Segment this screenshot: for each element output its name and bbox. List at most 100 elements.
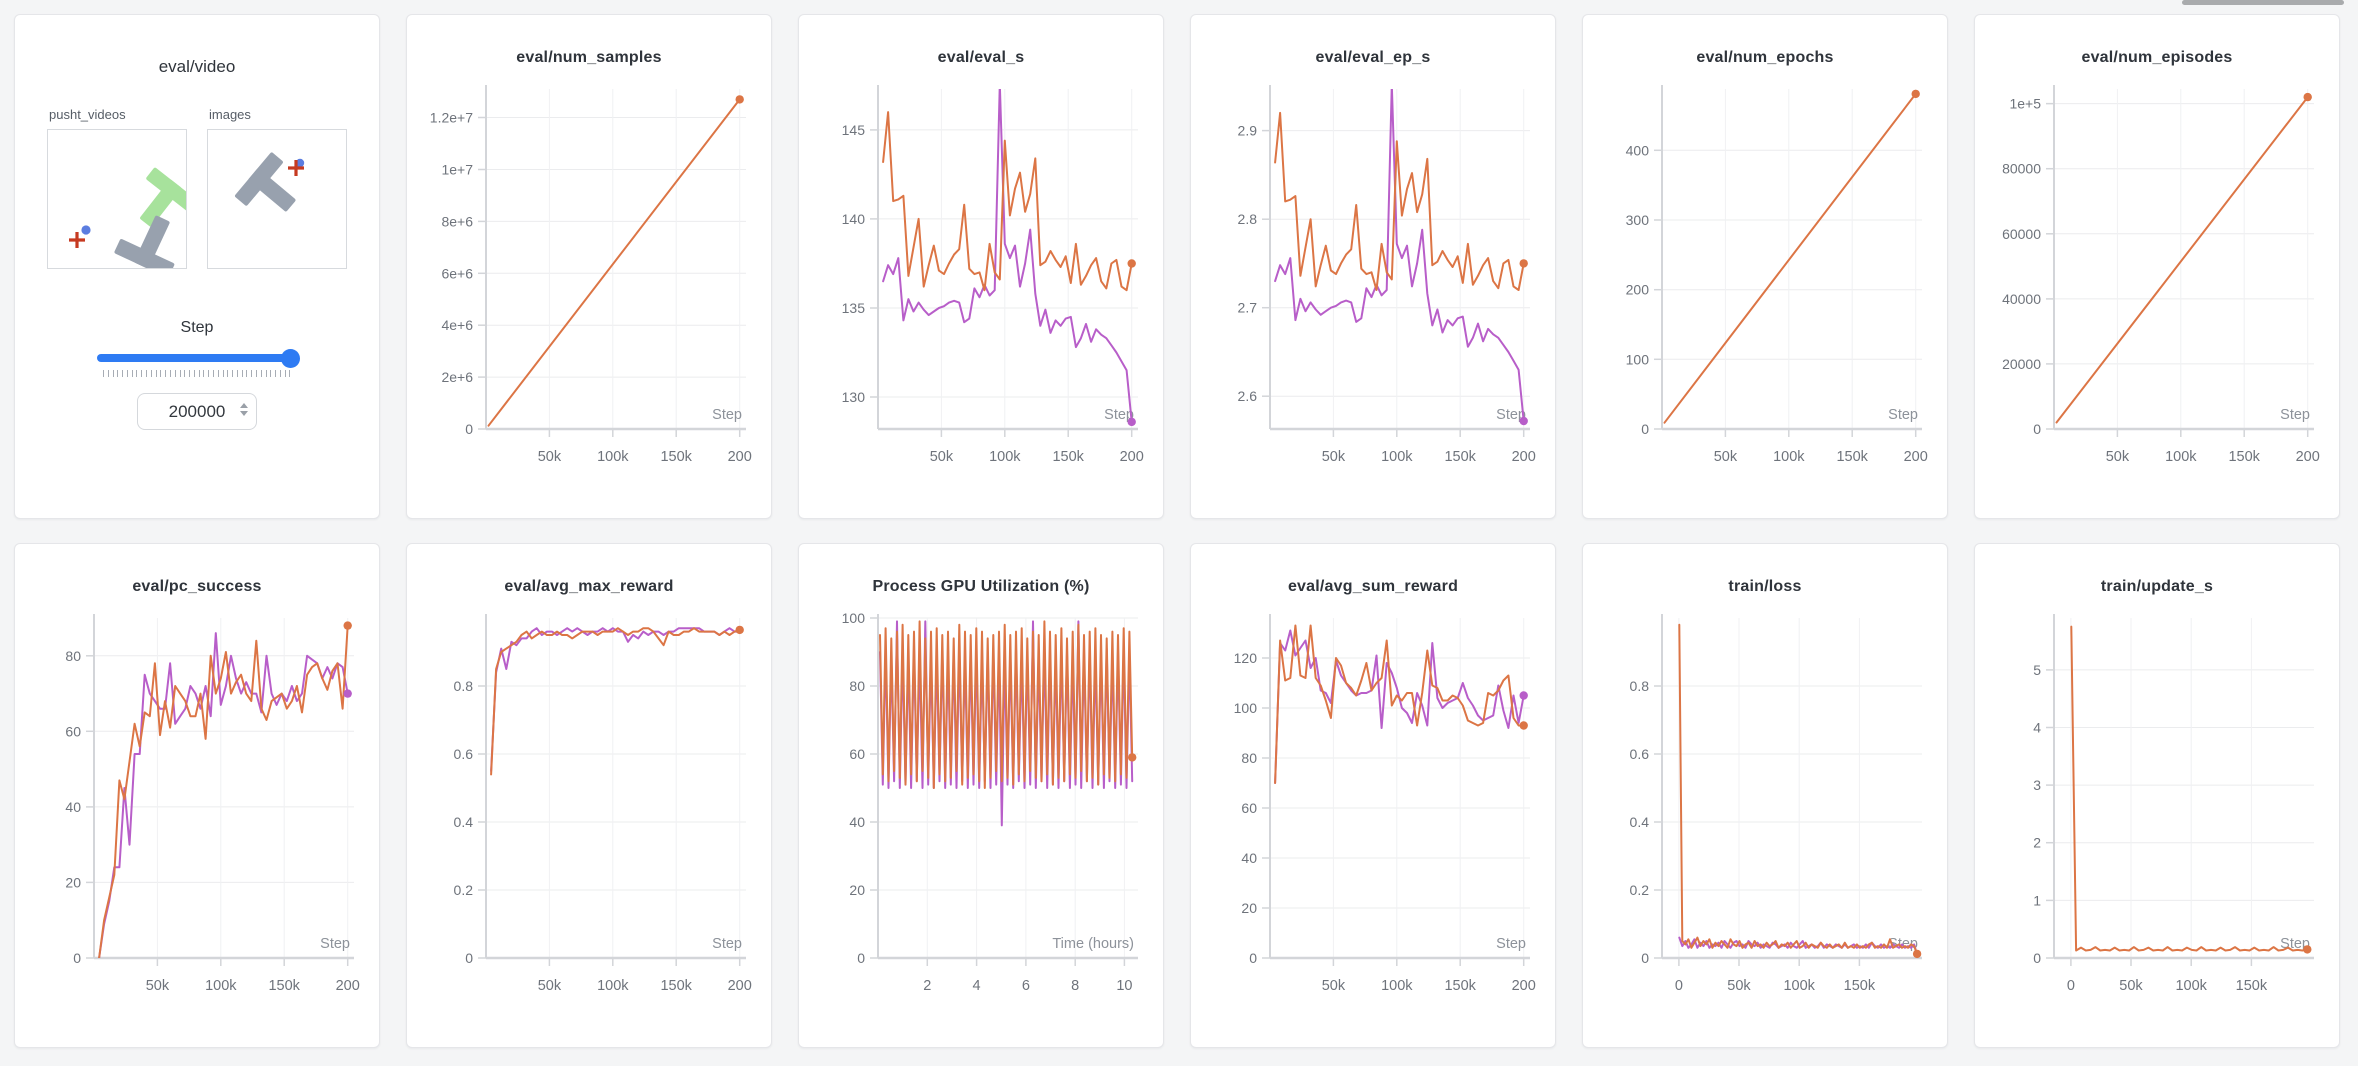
chart-title: eval/avg_sum_reward: [1287, 578, 1459, 595]
step-stepper[interactable]: [240, 403, 248, 416]
svg-text:200: 200: [728, 978, 752, 994]
svg-text:100k: 100k: [205, 978, 237, 994]
svg-text:50k: 50k: [1322, 978, 1346, 994]
step-slider-label: Step: [180, 319, 214, 336]
chart-title: train/loss: [1728, 578, 1802, 595]
svg-text:150k: 150k: [2236, 978, 2268, 994]
step-input[interactable]: [137, 393, 257, 430]
slider-tick-mark: [165, 370, 167, 377]
media-thumb-pusht-videos: pusht_videos: [47, 107, 197, 278]
svg-text:50k: 50k: [2119, 978, 2143, 994]
chart-title: eval/num_samples: [516, 49, 662, 66]
images-thumbnail[interactable]: [207, 129, 347, 269]
chart-title: eval/eval_ep_s: [1315, 49, 1431, 66]
svg-text:10: 10: [1116, 978, 1132, 994]
svg-text:80000: 80000: [2002, 161, 2041, 177]
chart-title: eval/pc_success: [132, 578, 262, 595]
slider-tick-mark: [122, 370, 124, 377]
svg-text:0: 0: [465, 950, 473, 966]
svg-text:145: 145: [842, 122, 866, 138]
slider-tick-mark: [189, 370, 191, 377]
slider-tick-mark: [103, 370, 104, 377]
slider-tick-mark: [146, 370, 148, 377]
chart-panel: eval/pc_success 0 20 40 60 80 50k 100k 150k 200 St…: [14, 543, 380, 1048]
svg-text:0.8: 0.8: [454, 678, 474, 694]
svg-text:40: 40: [1241, 850, 1257, 866]
stepper-down-icon[interactable]: [240, 411, 248, 416]
slider-ticks: [103, 370, 291, 377]
thumb-label: pusht_videos: [49, 107, 126, 122]
slider-tick-mark: [160, 370, 162, 377]
svg-text:2: 2: [2033, 835, 2041, 851]
svg-text:0.2: 0.2: [1630, 882, 1650, 898]
svg-text:6: 6: [1022, 978, 1030, 994]
svg-text:100: 100: [1234, 700, 1258, 716]
chart-canvas[interactable]: 0 100 200 300 400 50k 100k 150k 200 Step: [1596, 81, 1934, 483]
slider-tick-mark: [246, 370, 248, 377]
chart-canvas[interactable]: 0 0.2 0.4 0.6 0.8 50k 100k 150k 200 Step: [420, 610, 758, 1012]
chart-panel: eval/eval_s 130 135 140 145 50k 100k 150k 200 Ste…: [798, 14, 1164, 519]
pusht-video-thumbnail[interactable]: [47, 129, 197, 278]
chart-canvas[interactable]: 0 20 40 60 80 100 120 50k 100k 150k 200 Step: [1204, 610, 1542, 1012]
chart-canvas[interactable]: 0 2e+6 4e+6 6e+6 8e+6 1e+7 1.2e+7 50k 100k 150k 20…: [420, 81, 758, 483]
svg-text:0: 0: [1249, 950, 1257, 966]
svg-text:300: 300: [1626, 212, 1650, 228]
slider-track[interactable]: [97, 354, 297, 362]
svg-text:Step: Step: [2280, 407, 2310, 423]
svg-text:100k: 100k: [1381, 449, 1413, 465]
slider-tick-mark: [289, 370, 291, 377]
stepper-up-icon[interactable]: [240, 403, 248, 408]
svg-text:0: 0: [2033, 421, 2041, 437]
svg-text:Step: Step: [712, 407, 742, 423]
panel-title: eval/video: [158, 57, 236, 76]
chart-title: eval/avg_max_reward: [504, 578, 674, 595]
slider-tick-mark: [141, 370, 143, 377]
step-input-container: [137, 393, 257, 430]
slider-tick-mark: [150, 370, 152, 377]
slider-tick-mark: [260, 370, 262, 377]
svg-text:6e+6: 6e+6: [441, 265, 473, 281]
chart-canvas[interactable]: 130 135 140 145 50k 100k 150k 200 Step: [812, 81, 1150, 483]
svg-text:0: 0: [1641, 421, 1649, 437]
svg-text:200: 200: [2296, 449, 2320, 465]
svg-text:0: 0: [1641, 950, 1649, 966]
svg-text:0: 0: [1675, 978, 1683, 994]
svg-text:100k: 100k: [597, 978, 629, 994]
svg-text:Step: Step: [1104, 407, 1134, 423]
slider-tick-mark: [212, 370, 214, 377]
chart-canvas[interactable]: 2.6 2.7 2.8 2.9 50k 100k 150k 200 Step: [1204, 81, 1542, 483]
svg-text:4e+6: 4e+6: [441, 317, 473, 333]
svg-text:150k: 150k: [2228, 449, 2260, 465]
svg-text:8e+6: 8e+6: [441, 213, 473, 229]
chart-panel: eval/num_episodes 0 20000 40000 60000 80000 1e…: [1974, 14, 2340, 519]
chart-title: eval/num_epochs: [1696, 49, 1834, 66]
svg-text:Step: Step: [712, 936, 742, 952]
goal-cross-icon: [288, 160, 304, 176]
svg-text:2.7: 2.7: [1238, 300, 1258, 316]
svg-text:150k: 150k: [1052, 449, 1084, 465]
svg-text:4: 4: [2033, 720, 2041, 736]
svg-text:60: 60: [849, 746, 865, 762]
svg-text:50k: 50k: [2106, 449, 2130, 465]
images-gray-t-shape: [235, 152, 296, 212]
slider-thumb[interactable]: [281, 349, 300, 368]
slider-tick-mark: [169, 370, 171, 377]
chart-canvas[interactable]: 0 20000 40000 60000 80000 1e+5 50k 100k 150k 200 S…: [1988, 81, 2326, 483]
chart-canvas[interactable]: 0 20 40 60 80 100 2 4 6 8 10 Time (hours): [812, 610, 1150, 1012]
svg-text:4: 4: [973, 978, 981, 994]
chart-title: eval/eval_s: [937, 49, 1025, 66]
horizontal-scrollbar-thumb[interactable]: [2182, 0, 2344, 5]
slider-tick-mark: [184, 370, 186, 377]
svg-text:200: 200: [336, 978, 360, 994]
svg-text:0: 0: [465, 421, 473, 437]
chart-canvas[interactable]: 0 20 40 60 80 50k 100k 150k 200 Step: [28, 610, 366, 1012]
step-slider[interactable]: [97, 349, 300, 368]
svg-text:0: 0: [2067, 978, 2075, 994]
svg-text:200: 200: [728, 449, 752, 465]
svg-text:100k: 100k: [1381, 978, 1413, 994]
chart-title: eval/num_episodes: [2081, 49, 2233, 66]
svg-text:40: 40: [65, 799, 81, 815]
svg-text:50k: 50k: [1322, 449, 1346, 465]
